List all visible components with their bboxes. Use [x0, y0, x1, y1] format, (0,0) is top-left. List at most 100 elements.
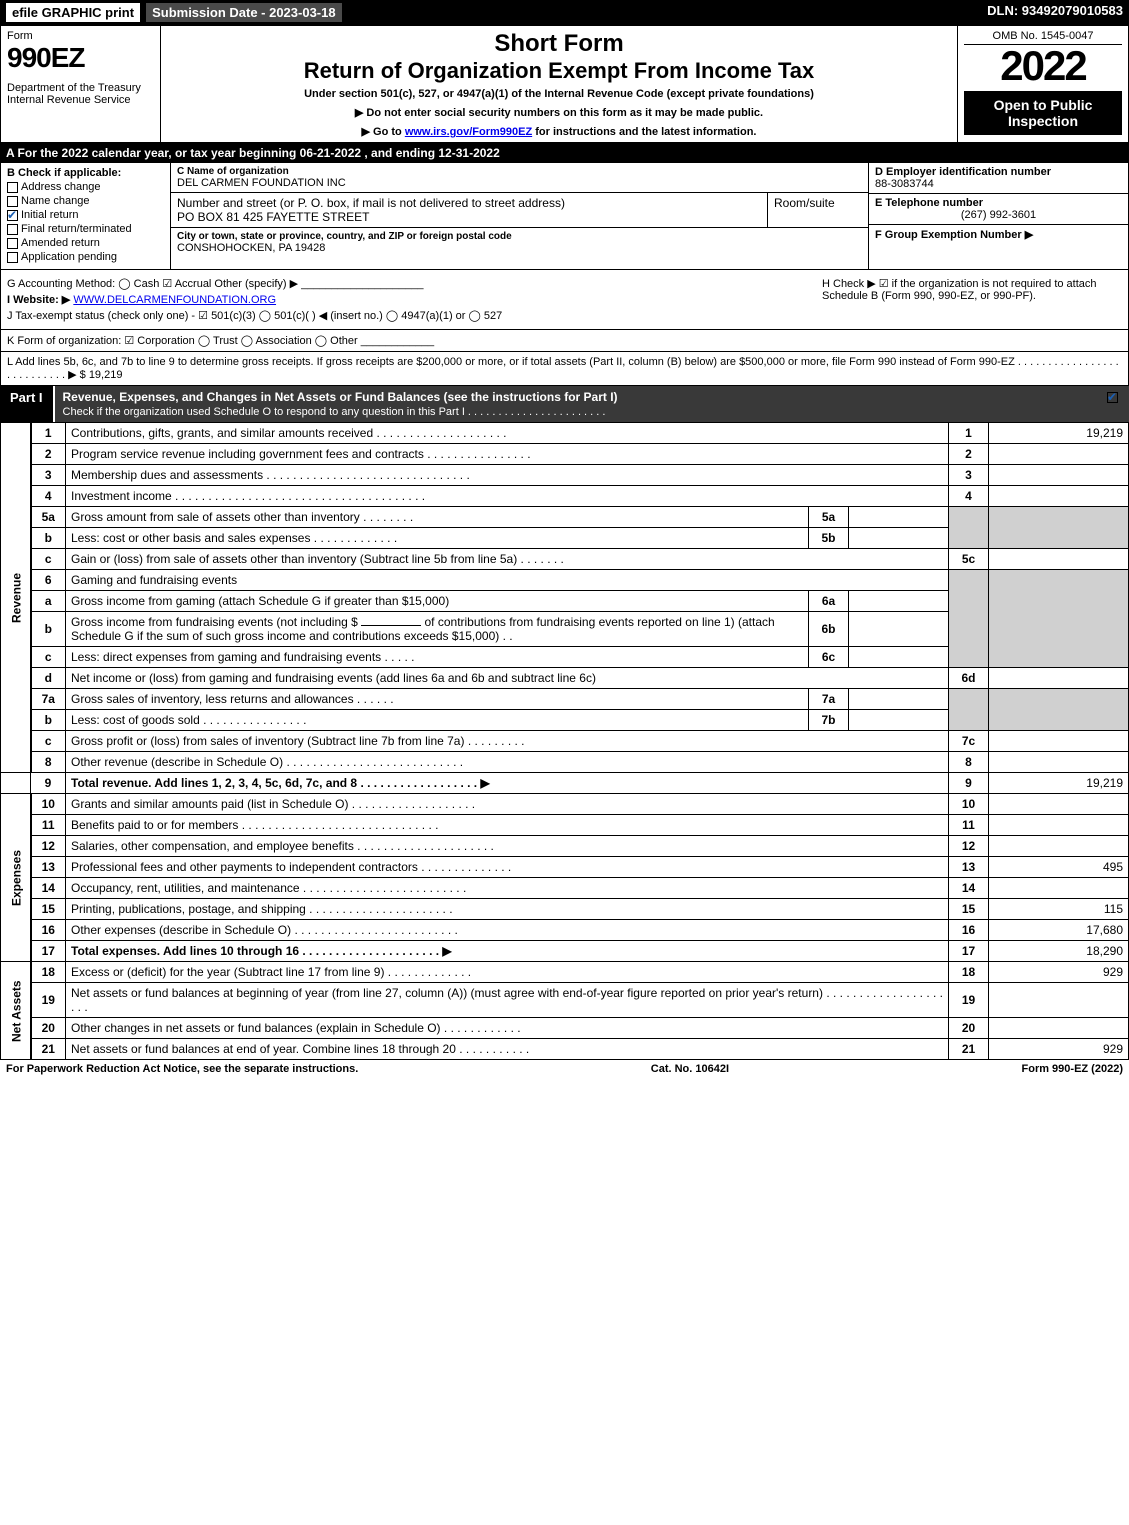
chk-final-return[interactable]: Final return/terminated: [7, 223, 164, 235]
lno: 21: [31, 1039, 66, 1060]
lno: 16: [31, 920, 66, 941]
chk-lbl: Application pending: [21, 251, 117, 263]
line-g: G Accounting Method: ◯ Cash ☑ Accrual Ot…: [7, 277, 802, 290]
submission-date: Submission Date - 2023-03-18: [146, 3, 342, 22]
desc: Total expenses. Add lines 10 through 16 …: [71, 944, 452, 958]
desc: Printing, publications, postage, and shi…: [71, 902, 306, 916]
lno: 1: [31, 423, 66, 444]
part1-tag: Part I: [0, 386, 55, 422]
footer-right: Form 990-EZ (2022): [1022, 1063, 1123, 1075]
lno: 19: [31, 983, 66, 1018]
amt: [989, 549, 1129, 570]
chk-lbl: Final return/terminated: [21, 223, 132, 235]
title-short-form: Short Form: [167, 30, 951, 58]
chk-lbl: Initial return: [21, 209, 78, 221]
lineno: 4: [949, 486, 989, 507]
lineno: 15: [949, 899, 989, 920]
sublno: 5b: [809, 528, 849, 549]
desc: Grants and similar amounts paid (list in…: [71, 797, 348, 811]
lno: 10: [31, 794, 66, 815]
lineno: 18: [949, 962, 989, 983]
room-label: Room/suite: [774, 196, 862, 210]
website-link[interactable]: WWW.DELCARMENFOUNDATION.ORG: [73, 294, 276, 306]
section-b: B Check if applicable: Address change Na…: [0, 163, 1129, 270]
lno: c: [31, 549, 66, 570]
lineno: 5c: [949, 549, 989, 570]
lineno: 9: [949, 773, 989, 794]
desc: Gross income from fundraising events (no…: [71, 615, 358, 629]
amt: 929: [989, 962, 1129, 983]
lineno: 6d: [949, 668, 989, 689]
chk-application-pending[interactable]: Application pending: [7, 251, 164, 263]
efile-badge[interactable]: efile GRAPHIC print: [6, 3, 140, 22]
sublno: 6b: [809, 612, 849, 647]
amt: [989, 668, 1129, 689]
lno: 12: [31, 836, 66, 857]
lno: c: [31, 647, 66, 668]
amt: [989, 983, 1129, 1018]
title-return: Return of Organization Exempt From Incom…: [167, 58, 951, 84]
top-bar: efile GRAPHIC print Submission Date - 20…: [0, 0, 1129, 25]
desc: Net income or (loss) from gaming and fun…: [66, 668, 949, 689]
lno: 13: [31, 857, 66, 878]
desc: Gain or (loss) from sale of assets other…: [71, 552, 517, 566]
lineno: 12: [949, 836, 989, 857]
part1-header: Part I Revenue, Expenses, and Changes in…: [0, 386, 1129, 422]
part1-title: Revenue, Expenses, and Changes in Net As…: [63, 390, 618, 404]
desc: Professional fees and other payments to …: [71, 860, 418, 874]
lineno: 1: [949, 423, 989, 444]
cal-year-line: A For the 2022 calendar year, or tax yea…: [0, 143, 1129, 163]
lineno: 16: [949, 920, 989, 941]
chk-initial-return[interactable]: Initial return: [7, 209, 164, 221]
mid-section: G Accounting Method: ◯ Cash ☑ Accrual Ot…: [0, 270, 1129, 330]
amt: 19,219: [989, 423, 1129, 444]
footer-mid: Cat. No. 10642I: [651, 1063, 729, 1075]
desc: Less: cost of goods sold: [71, 713, 200, 727]
chk-address-change[interactable]: Address change: [7, 181, 164, 193]
lno: 15: [31, 899, 66, 920]
lineno: 14: [949, 878, 989, 899]
arrow2-pre: ▶ Go to: [362, 126, 405, 138]
lno: 5a: [31, 507, 66, 528]
part1-subtitle: Check if the organization used Schedule …: [63, 406, 606, 418]
org-name: DEL CARMEN FOUNDATION INC: [177, 177, 862, 189]
line-h: H Check ▶ ☑ if the organization is not r…: [822, 277, 1122, 302]
part1-checkbox[interactable]: [1099, 386, 1129, 422]
amt: 19,219: [989, 773, 1129, 794]
amt: [989, 444, 1129, 465]
footer: For Paperwork Reduction Act Notice, see …: [0, 1060, 1129, 1078]
lineno: 19: [949, 983, 989, 1018]
desc: Program service revenue including govern…: [71, 447, 424, 461]
desc: Gross amount from sale of assets other t…: [71, 510, 360, 524]
grey-cell: [989, 570, 1129, 668]
arrow-line-1: ▶ Do not enter social security numbers o…: [167, 106, 951, 119]
lno: 8: [31, 752, 66, 773]
chk-name-change[interactable]: Name change: [7, 195, 164, 207]
lno: d: [31, 668, 66, 689]
lineno: 11: [949, 815, 989, 836]
desc: Other revenue (describe in Schedule O): [71, 755, 283, 769]
lineno: 3: [949, 465, 989, 486]
desc: Net assets or fund balances at beginning…: [71, 986, 823, 1000]
chk-lbl: Name change: [21, 195, 90, 207]
lineno: 21: [949, 1039, 989, 1060]
irs-link[interactable]: www.irs.gov/Form990EZ: [405, 126, 532, 138]
subval: [849, 591, 949, 612]
lno: 7a: [31, 689, 66, 710]
amt: [989, 465, 1129, 486]
lno: 17: [31, 941, 66, 962]
f-label: F Group Exemption Number ▶: [875, 228, 1122, 241]
subtitle: Under section 501(c), 527, or 4947(a)(1)…: [167, 88, 951, 100]
e-label: E Telephone number: [875, 197, 1122, 209]
amt: [989, 486, 1129, 507]
addr-label: Number and street (or P. O. box, if mail…: [177, 196, 761, 210]
amt: 115: [989, 899, 1129, 920]
line-l: L Add lines 5b, 6c, and 7b to line 9 to …: [0, 352, 1129, 386]
subval: [849, 689, 949, 710]
side-expenses: Expenses: [1, 794, 31, 962]
lno: b: [31, 528, 66, 549]
desc: Other changes in net assets or fund bala…: [71, 1021, 441, 1035]
desc: Gaming and fundraising events: [66, 570, 949, 591]
grey-cell: [989, 507, 1129, 549]
chk-amended-return[interactable]: Amended return: [7, 237, 164, 249]
